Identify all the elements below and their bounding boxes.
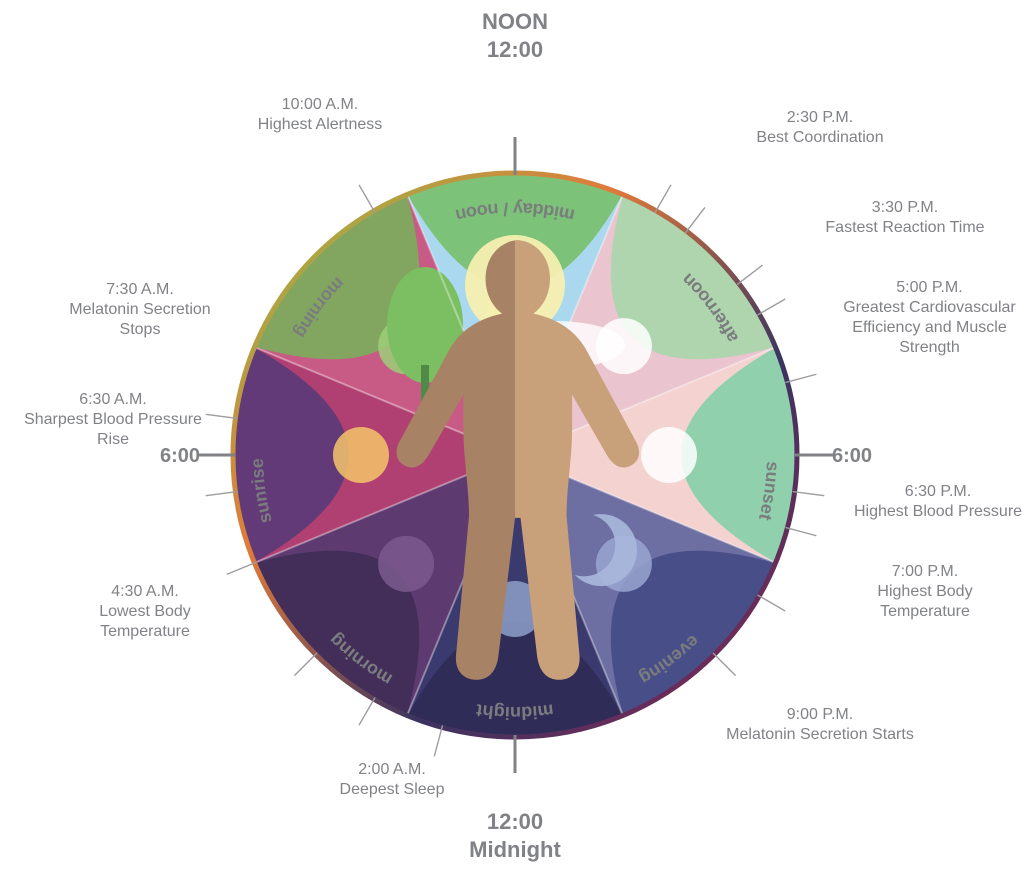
segment-label-midnight: midnight [475, 700, 555, 723]
event-desc: Fastest Reaction Time [790, 218, 1020, 238]
event-desc: Melatonin Secretion Stops [55, 300, 225, 340]
event-3: 5:00 P.M.Greatest Cardiovascular Efficie… [832, 278, 1027, 358]
event-desc: Best Coordination [710, 128, 930, 148]
event-desc: Highest Body Temperature [835, 582, 1015, 622]
axis-top: NOON 12:00 [415, 8, 615, 63]
tick [793, 492, 825, 496]
event-desc: Highest Alertness [220, 115, 420, 135]
event-time: 5:00 P.M. [832, 278, 1027, 298]
event-7: 2:00 A.M.Deepest Sleep [292, 760, 492, 800]
event-time: 7:30 A.M. [55, 280, 225, 300]
tick [359, 697, 375, 725]
event-time: 7:00 P.M. [835, 562, 1015, 582]
event-5: 7:00 P.M.Highest Body Temperature [835, 562, 1015, 622]
event-time: 3:30 P.M. [790, 198, 1020, 218]
event-desc: Highest Blood Pressure [848, 502, 1028, 522]
tick [785, 374, 816, 382]
event-time: 6:30 P.M. [848, 482, 1028, 502]
event-4: 6:30 P.M.Highest Blood Pressure [848, 482, 1028, 522]
event-time: 6:30 A.M. [18, 390, 208, 410]
tick [785, 527, 816, 535]
axis-bottom-line2: Midnight [415, 836, 615, 864]
tick [713, 653, 736, 676]
axis-top-line1: NOON [415, 8, 615, 36]
event-10: 7:30 A.M.Melatonin Secretion Stops [55, 280, 225, 340]
axis-top-line2: 12:00 [415, 36, 615, 64]
event-1: 2:30 P.M.Best Coordination [710, 108, 930, 148]
event-time: 2:30 P.M. [710, 108, 930, 128]
tick [227, 562, 257, 574]
event-desc: Lowest Body Temperature [55, 602, 235, 642]
event-desc: Deepest Sleep [292, 780, 492, 800]
axis-right: 6:00 [832, 444, 922, 469]
tick [206, 414, 238, 418]
event-time: 4:30 A.M. [55, 582, 235, 602]
event-desc: Greatest Cardiovascular Efficiency and M… [832, 298, 1027, 358]
event-time: 10:00 A.M. [220, 95, 420, 115]
tick [206, 492, 238, 496]
event-time: 2:00 A.M. [292, 760, 492, 780]
event-desc: Sharpest Blood Pressure Rise [18, 410, 208, 450]
event-2: 3:30 P.M.Fastest Reaction Time [790, 198, 1020, 238]
event-desc: Melatonin Secretion Starts [700, 725, 940, 745]
event-8: 4:30 A.M.Lowest Body Temperature [55, 582, 235, 642]
event-0: 10:00 A.M.Highest Alertness [220, 95, 420, 135]
event-time: 9:00 P.M. [700, 705, 940, 725]
circadian-infographic: { "type": "circadian-clock-infographic",… [0, 0, 1030, 877]
tick [685, 207, 704, 232]
event-9: 6:30 A.M.Sharpest Blood Pressure Rise [18, 390, 208, 450]
event-6: 9:00 P.M.Melatonin Secretion Starts [700, 705, 940, 745]
tick [737, 265, 762, 284]
tick [359, 185, 375, 213]
axis-bottom-line1: 12:00 [415, 808, 615, 836]
axis-bottom: 12:00 Midnight [415, 808, 615, 863]
